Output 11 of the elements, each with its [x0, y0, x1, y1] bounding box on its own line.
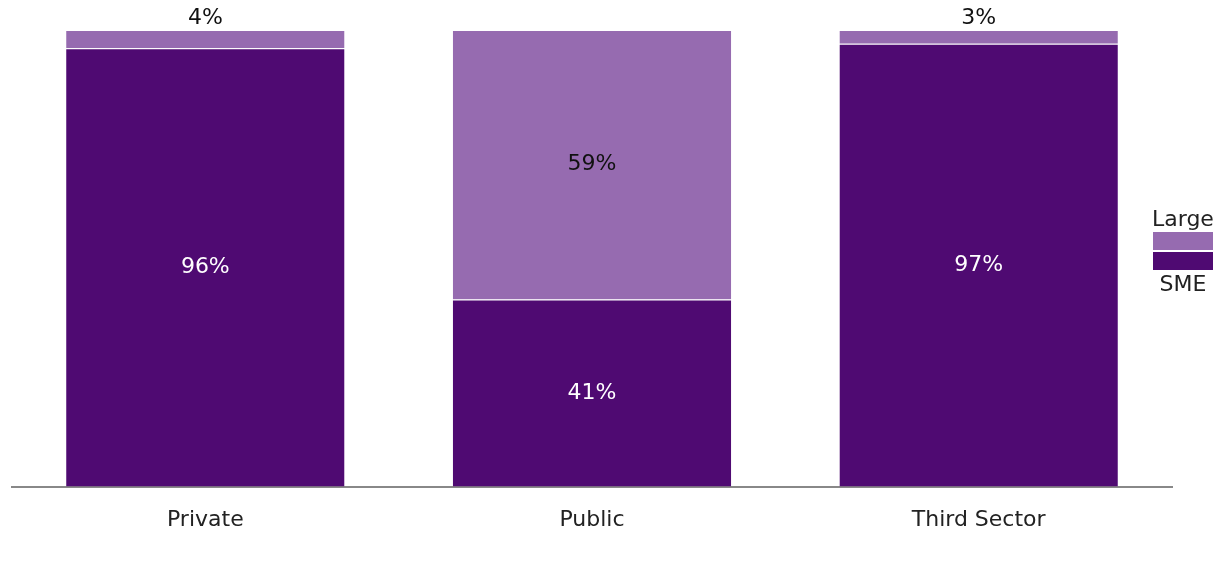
text: Large — [1152, 206, 1214, 232]
data-label: 4% — [187, 3, 223, 29]
legend-label: SME — [1159, 271, 1207, 297]
data-label: 97% — [954, 250, 1004, 276]
x-tick-label: Private — [166, 505, 244, 531]
data-label: 41% — [567, 378, 617, 404]
data-label: 3% — [961, 3, 997, 29]
x-tick-label: Public — [559, 505, 625, 531]
data-label: 96% — [180, 253, 230, 279]
data-label: 59% — [567, 150, 617, 176]
x-tick-label: Third Sector — [910, 505, 1047, 531]
